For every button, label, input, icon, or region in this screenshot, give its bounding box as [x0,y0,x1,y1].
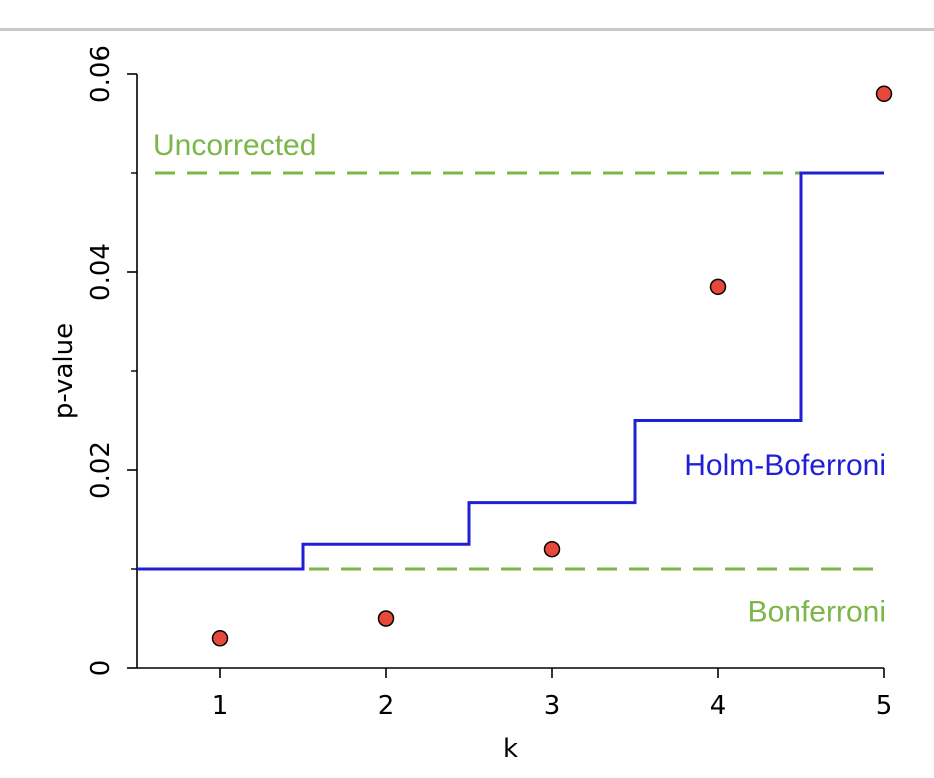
x-axis-title: k [503,734,518,764]
y-tick-label: 0.06 [86,45,116,103]
holm-bonferroni-step-line [137,171,884,571]
data-point [543,540,561,558]
y-tick-label: 0.04 [86,243,116,301]
x-tick-label: 3 [544,691,561,721]
x-tick-label: 1 [212,691,229,721]
data-point [377,610,395,627]
data-point [875,85,893,103]
y-tick-label: 0 [86,660,116,677]
data-point [709,278,727,296]
top-divider [0,28,934,31]
x-tick-label: 5 [876,691,893,721]
x-tick-label: 4 [710,691,727,721]
uncorrected-label: Uncorrected [153,129,316,162]
y-tick-label: 0.02 [86,441,116,499]
data-point [211,630,229,647]
holm-bonferroni-label: Holm-Boferroni [684,449,886,482]
x-tick-label: 2 [378,691,395,721]
y-axis-title: p-value [49,323,79,419]
bonferroni-label: Bonferroni [748,596,886,629]
